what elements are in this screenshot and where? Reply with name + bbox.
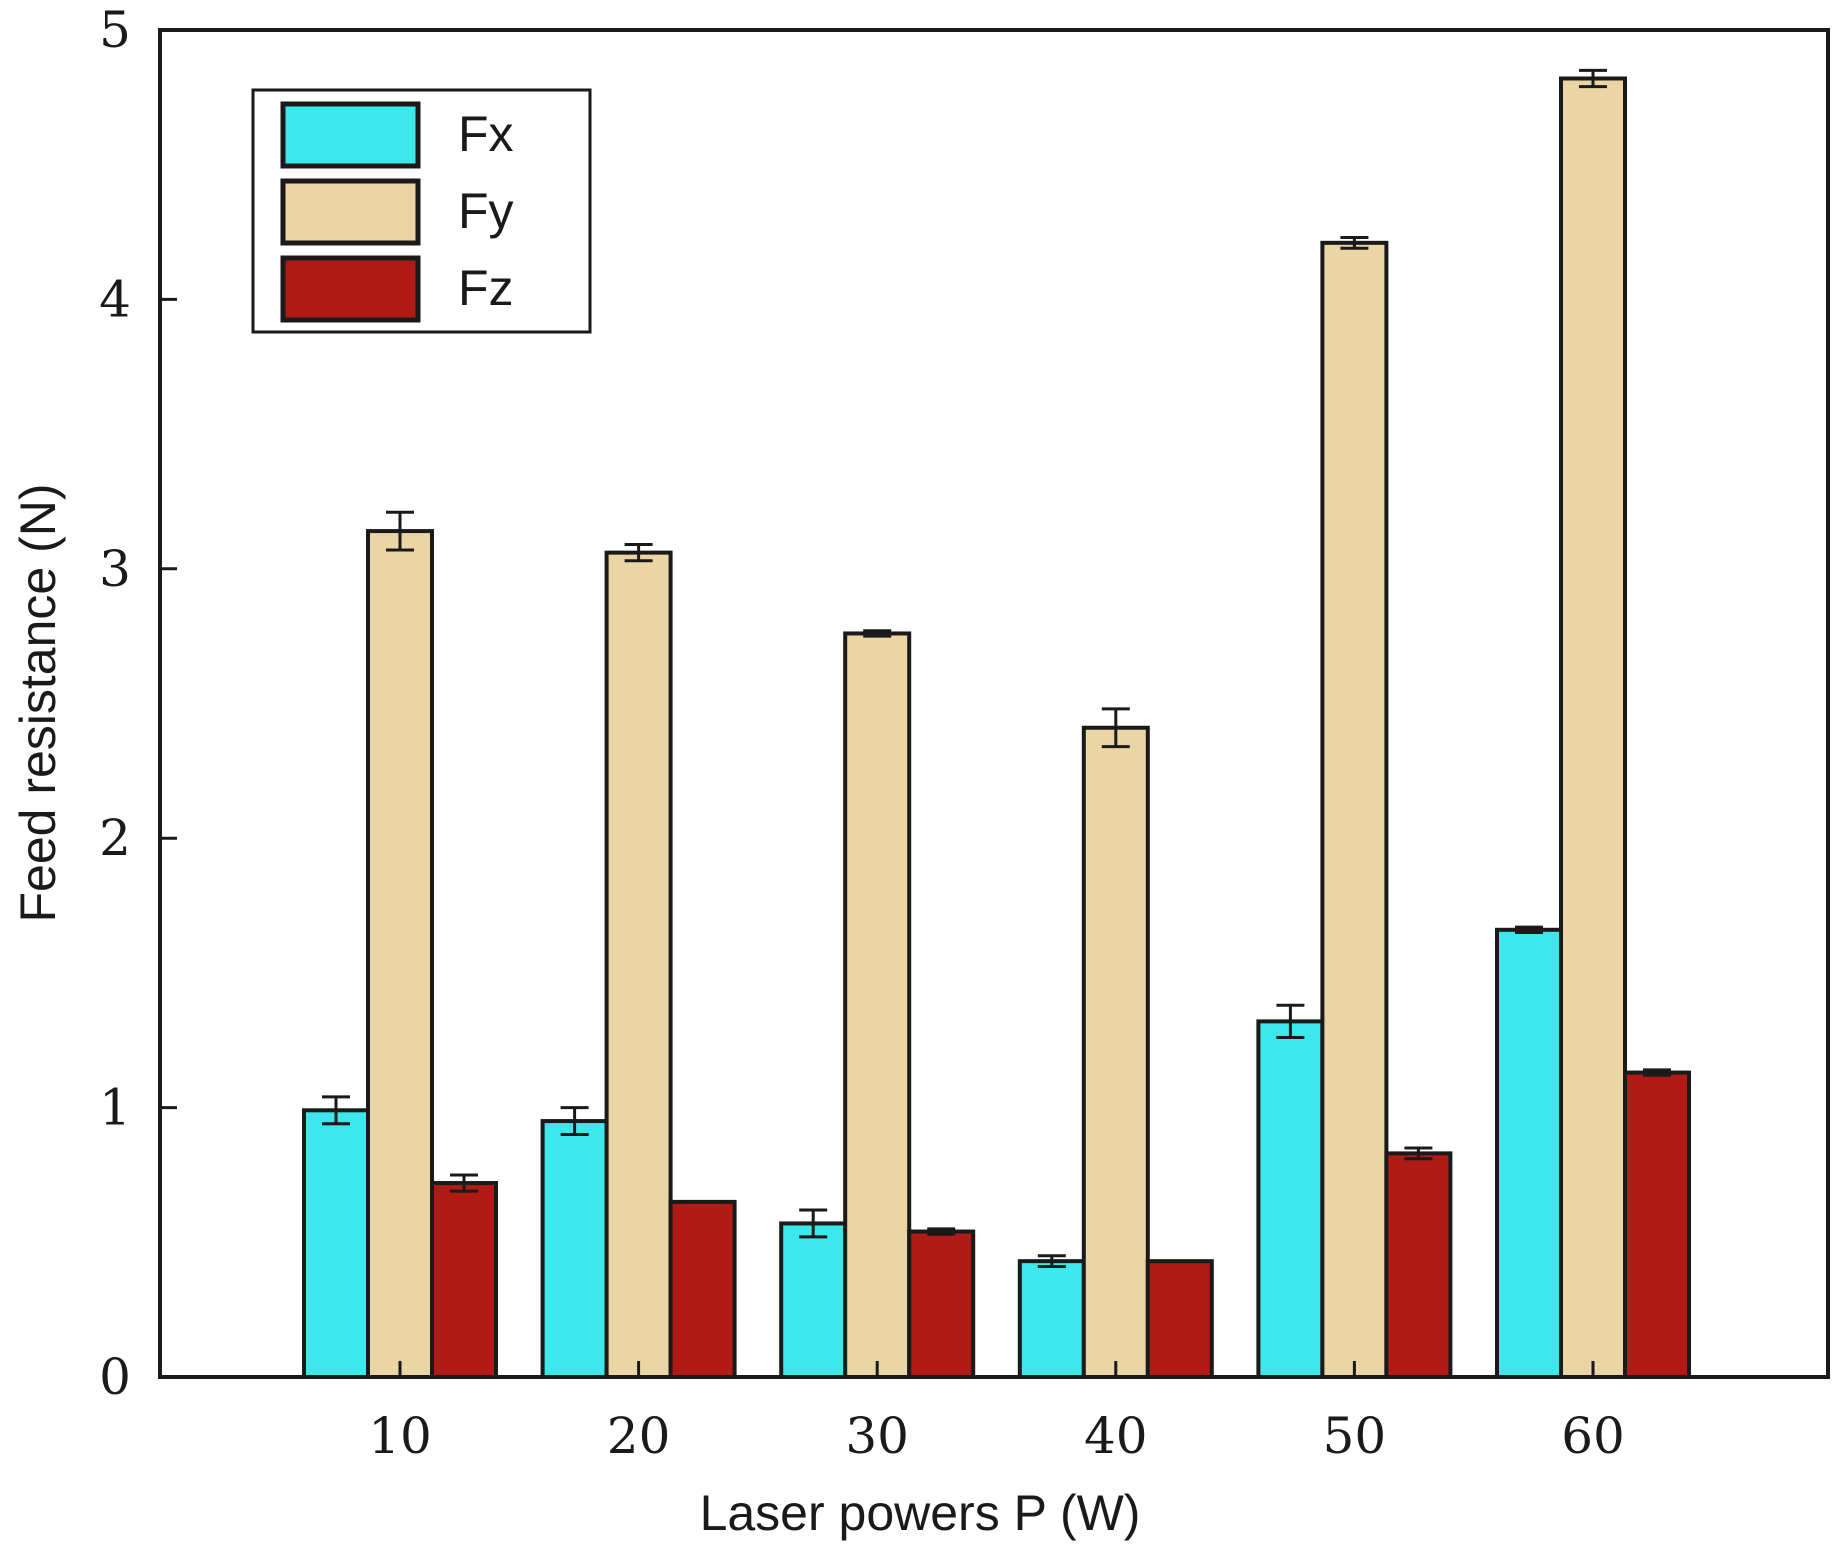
bar-fy [1081,725,1150,1379]
bar-fx [302,1108,370,1379]
bar-fz [1384,1151,1453,1379]
y-axis-ticks: 0 1 2 3 4 5 [99,1,177,1406]
bar-fy [366,529,434,1379]
error-bars-layer [322,68,1671,1269]
x-axis-ticks: 10 20 30 40 50 60 [368,1361,1625,1465]
legend-label-fz: Fz [458,260,514,316]
bar-fy [1320,240,1389,1379]
legend: Fx Fy Fz [251,88,592,334]
legend-swatch-fx [280,101,421,169]
bar-fx [1495,927,1563,1380]
legend-label-fx: Fx [458,106,514,162]
legend-swatch-fy [280,178,421,246]
x-tick-label: 60 [1561,1407,1625,1465]
bar-fy [843,631,912,1379]
plot-frame [158,28,1830,1379]
bar-fz [1623,1070,1691,1379]
x-tick-label: 40 [1084,1407,1148,1465]
bar-fz [430,1181,498,1379]
bar-fx [540,1119,609,1379]
legend-label-fy: Fy [458,183,514,239]
y-tick-label: 5 [99,1,131,59]
x-tick-label: 10 [368,1407,432,1465]
x-tick-label: 20 [607,1407,671,1465]
y-tick-label: 4 [99,270,131,328]
y-tick-label: 2 [99,809,131,867]
y-tick-label: 0 [99,1348,131,1406]
bar-fx [1017,1259,1086,1379]
y-axis-label: Feed resistance (N) [10,483,66,922]
y-tick-label: 3 [99,540,131,598]
x-tick-label: 50 [1323,1407,1387,1465]
bar-fx [779,1221,848,1380]
y-tick-label: 1 [99,1079,131,1137]
x-tick-label: 30 [845,1407,909,1465]
x-axis-label: Laser powers P (W) [700,1485,1141,1541]
bar-fy [604,550,673,1379]
bar-fz [1145,1259,1214,1379]
bar-fy [1559,76,1627,1380]
bar-fz [907,1229,976,1380]
bar-fx [1256,1019,1325,1380]
legend-swatch-fz [280,255,421,323]
bar-fz [668,1199,737,1380]
